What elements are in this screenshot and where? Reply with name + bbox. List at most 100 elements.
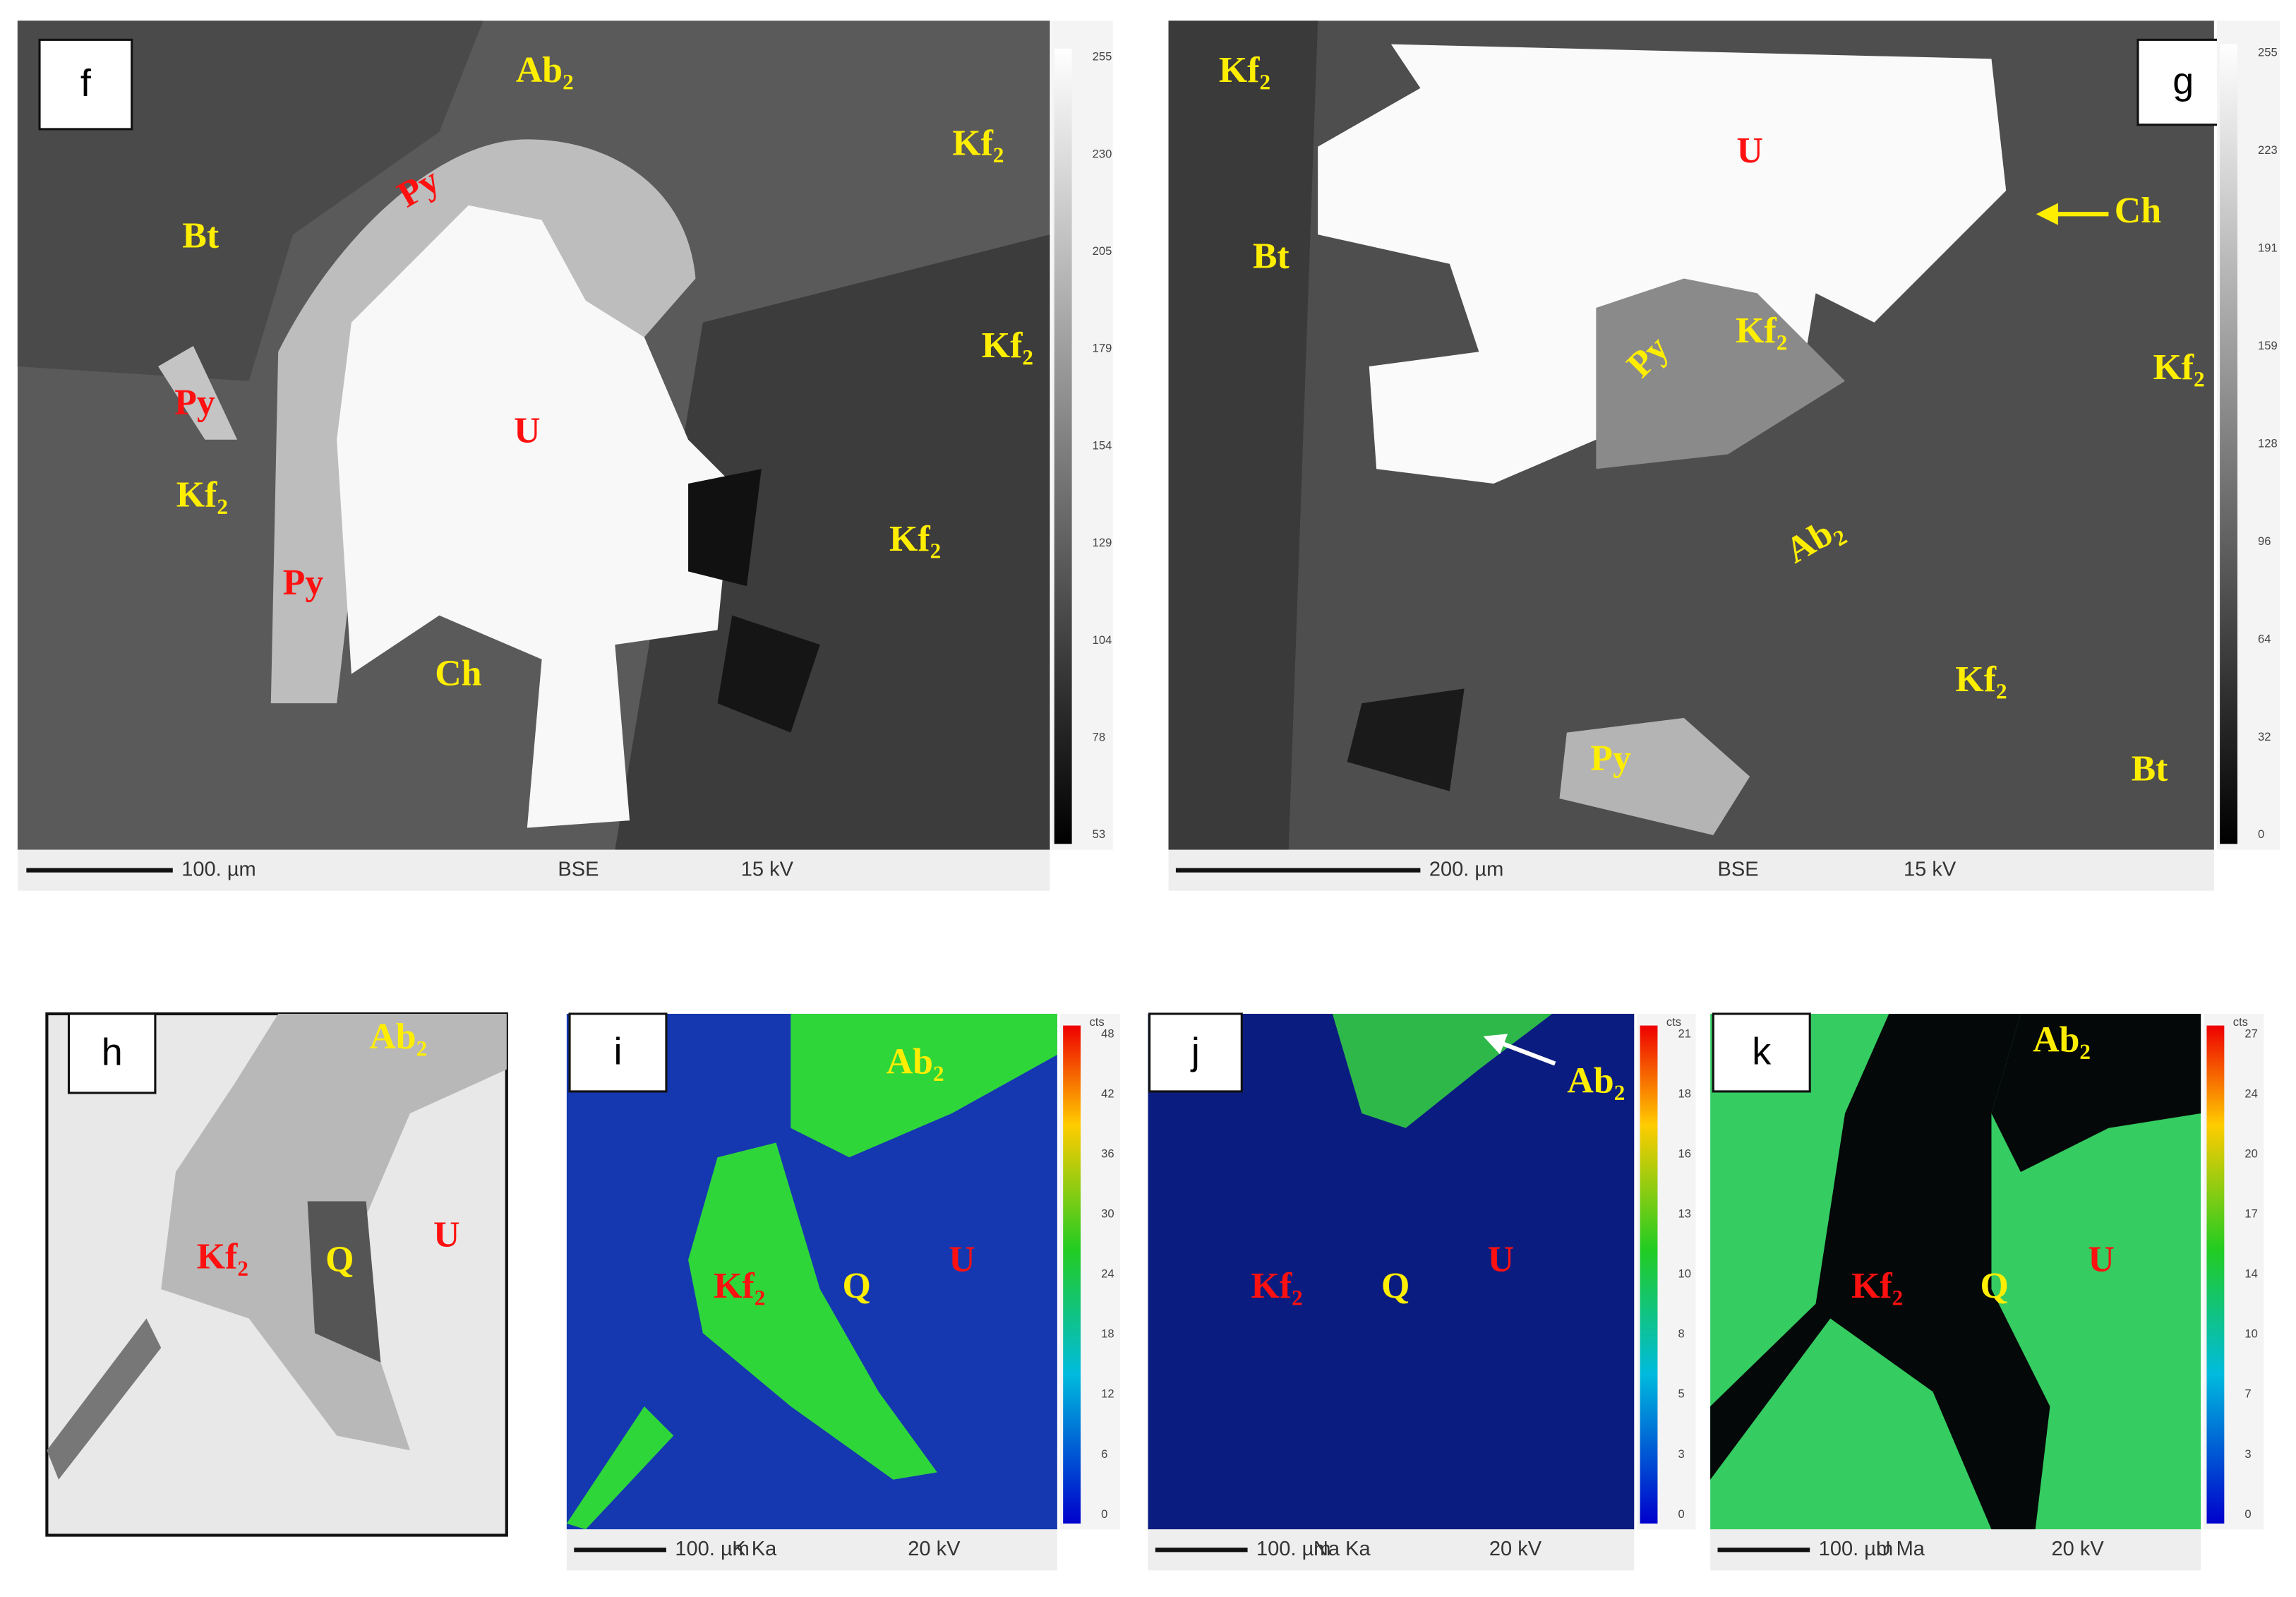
colorbar-tick-label: 7 [2244, 1387, 2251, 1401]
colorbar-tick-label: 159 [2258, 339, 2278, 352]
colorbar-tick-label: 129 [1093, 536, 1112, 549]
colorbar-tick-label: 17 [2244, 1207, 2257, 1221]
colorbar-tick-label: 16 [1678, 1147, 1691, 1161]
panel-letter-box [67, 1012, 157, 1094]
colorbar-tick-label: 14 [2244, 1267, 2257, 1281]
colorbar [2220, 44, 2238, 844]
mineral-label: Kf₂ [1219, 50, 1270, 90]
mineral-label: Q [325, 1240, 354, 1280]
voltage: 20 kV [1489, 1538, 1542, 1560]
colorbar-tick-label: 48 [1101, 1027, 1114, 1040]
colorbar-tick-label: 6 [1101, 1447, 1107, 1461]
colorbar-tick-label: 53 [1093, 827, 1105, 841]
image-h [45, 1012, 508, 1537]
mineral-label: Kf₂ [1851, 1266, 1903, 1306]
mineral-label: Kf₂ [982, 325, 1033, 366]
colorbar-tick-label: 154 [1093, 438, 1112, 452]
colorbar-tick-label: 10 [2244, 1327, 2257, 1341]
mineral-label: Bt [1253, 236, 1290, 276]
panel-letter-box [1712, 1012, 1811, 1093]
colorbar-tick-label: 96 [2258, 534, 2271, 548]
scale-label: 100. µm [1256, 1538, 1330, 1560]
scale-label: 100. µm [181, 858, 256, 880]
mineral-label: Py [174, 383, 215, 423]
colorbar-tick-label: 18 [1678, 1087, 1691, 1100]
scale-label: 100. µm [1819, 1538, 1893, 1560]
panel-letter: k [1752, 1030, 1772, 1072]
colorbar-tick-label: 10 [1678, 1267, 1691, 1281]
mineral-label: Kf₂ [1955, 659, 2007, 700]
voltage: 15 kV [741, 858, 794, 880]
mineral-label: U [514, 410, 540, 450]
colorbar-tick-label: 8 [1678, 1327, 1685, 1341]
mineral-label: U [1736, 131, 1762, 171]
mineral-label: Q [1980, 1266, 2008, 1306]
image-i [566, 1013, 1057, 1530]
mineral-label: Ch [2115, 191, 2161, 231]
mineral-label: U [1488, 1240, 1514, 1280]
colorbar-tick-label: 18 [1101, 1327, 1114, 1341]
mineral-label: Kf₂ [197, 1236, 248, 1276]
mineral-label: Ch [435, 654, 481, 694]
panel-letter-box [38, 38, 133, 131]
colorbar-tick-label: 104 [1093, 633, 1112, 647]
colorbar-tick-label: 21 [1678, 1027, 1691, 1040]
colorbar-tick-label: 20 [2244, 1147, 2257, 1161]
colorbar-tick-label: 3 [1678, 1447, 1685, 1461]
colorbar [1063, 1025, 1081, 1524]
colorbar-tick-label: 223 [2258, 143, 2278, 157]
mineral-label: U [433, 1214, 459, 1255]
panel-letter-box [568, 1012, 668, 1093]
footer-bar [17, 849, 1050, 891]
mineral-label: Ab₂ [516, 50, 574, 90]
colorbar [2206, 1025, 2225, 1524]
colorbar-tick-label: 205 [1093, 244, 1112, 258]
panel-letter-box [1148, 1012, 1243, 1093]
mineral-label: Kf₂ [176, 475, 228, 515]
colorbar-tick-label: 27 [2244, 1027, 2257, 1040]
colorbar-unit: cts [2233, 1015, 2248, 1029]
colorbar-tick-label: 128 [2258, 436, 2278, 450]
mineral-label: U [2088, 1240, 2114, 1280]
mineral-label: Ab₂ [2033, 1019, 2091, 1060]
mineral-label: Ab₂ [886, 1041, 944, 1082]
colorbar-tick-label: 5 [1678, 1387, 1685, 1401]
colorbar-tick-label: 24 [1101, 1267, 1114, 1281]
panel-letter-box [2136, 38, 2230, 126]
colorbar-tick-label: 42 [1101, 1087, 1114, 1100]
mineral-label: Bt [2132, 749, 2169, 789]
colorbar-tick-label: 3 [2244, 1447, 2251, 1461]
mineral-label: Ab₂ [1567, 1060, 1625, 1101]
colorbar [1054, 48, 1072, 844]
scale-label: 100. µm [675, 1538, 749, 1560]
colorbar-tick-label: 64 [2258, 632, 2271, 645]
colorbar-tick-label: 191 [2258, 241, 2278, 254]
mineral-label: Kf₂ [1736, 311, 1787, 351]
mineral-label: Kf₂ [714, 1266, 765, 1306]
colorbar-tick-label: 0 [1678, 1507, 1685, 1521]
mineral-label: Ab₂ [369, 1017, 427, 1057]
colorbar-unit: cts [1090, 1015, 1105, 1029]
colorbar-tick-label: 78 [1093, 731, 1105, 744]
detector-mode: BSE [558, 858, 599, 880]
colorbar-tick-label: 24 [2244, 1087, 2257, 1100]
colorbar-tick-label: 13 [1678, 1207, 1691, 1221]
colorbar-tick-label: 179 [1093, 342, 1112, 355]
mineral-label: Q [842, 1266, 870, 1306]
colorbar-unit: cts [1666, 1015, 1681, 1029]
voltage: 20 kV [2052, 1538, 2105, 1560]
colorbar-tick-label: 230 [1093, 147, 1112, 160]
image-g [1168, 20, 2214, 850]
colorbar-tick-label: 36 [1101, 1147, 1114, 1161]
mineral-label: U [949, 1240, 975, 1280]
colorbar-tick-label: 255 [1093, 50, 1112, 64]
colorbar-tick-label: 12 [1101, 1387, 1114, 1401]
pointer-arrow [1483, 1034, 1556, 1066]
detector-mode: K Ka [732, 1538, 777, 1560]
panel-letter: g [2172, 60, 2194, 102]
mineral-label: Kf₂ [889, 519, 941, 559]
mineral-label: Bt [182, 215, 220, 256]
mineral-label: Q [1381, 1266, 1410, 1306]
